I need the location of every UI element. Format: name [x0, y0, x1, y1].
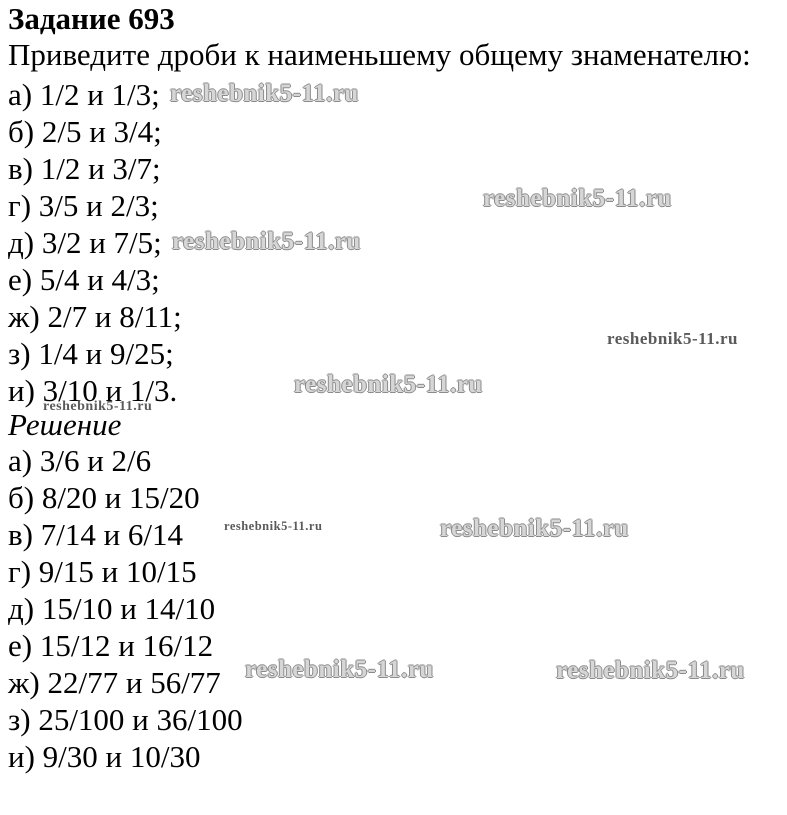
solution-heading: Решение	[8, 407, 122, 442]
watermark: reshebnik5-11.ru	[172, 228, 361, 255]
solution-item-b: б) 8/20 и 15/20	[8, 480, 200, 515]
solution-item-zh: ж) 22/77 и 56/77	[8, 665, 221, 700]
watermark: reshebnik5-11.ru	[607, 329, 738, 348]
solution-item-z: з) 25/100 и 36/100	[8, 702, 243, 737]
problem-item-a: а) 1/2 и 1/3;	[8, 77, 160, 112]
watermark: reshebnik5-11.ru	[170, 80, 359, 107]
problem-item-b: б) 2/5 и 3/4;	[8, 114, 162, 149]
watermark: reshebnik5-11.ru	[556, 657, 745, 684]
problem-item-e: е) 5/4 и 4/3;	[8, 262, 160, 297]
solution-item-d: д) 15/10 и 14/10	[8, 591, 216, 626]
problem-statement: Приведите дроби к наименьшему общему зна…	[8, 37, 751, 72]
solution-item-v: в) 7/14 и 6/14	[8, 517, 184, 552]
solution-item-i: и) 9/30 и 10/30	[8, 739, 201, 774]
solution-item-g: г) 9/15 и 10/15	[8, 554, 197, 589]
watermark: reshebnik5-11.ru	[483, 185, 672, 212]
solution-item-e: е) 15/12 и 16/12	[8, 628, 214, 663]
page-title: Задание 693	[8, 1, 175, 36]
problem-item-d: д) 3/2 и 7/5;	[8, 225, 162, 260]
problem-item-z: з) 1/4 и 9/25;	[8, 336, 174, 371]
watermark: reshebnik5-11.ru	[440, 515, 629, 542]
watermark: reshebnik5-11.ru	[294, 371, 483, 398]
solution-item-a: а) 3/6 и 2/6	[8, 443, 152, 478]
watermark: reshebnik5-11.ru	[224, 519, 323, 533]
problem-item-v: в) 1/2 и 3/7;	[8, 151, 161, 186]
problem-item-g: г) 3/5 и 2/3;	[8, 188, 159, 223]
watermark: reshebnik5-11.ru	[245, 656, 434, 683]
problem-item-i: и) 3/10 и 1/3.	[8, 373, 178, 408]
watermark: reshebnik5-11.ru	[43, 399, 153, 414]
problem-item-zh: ж) 2/7 и 8/11;	[8, 299, 182, 334]
